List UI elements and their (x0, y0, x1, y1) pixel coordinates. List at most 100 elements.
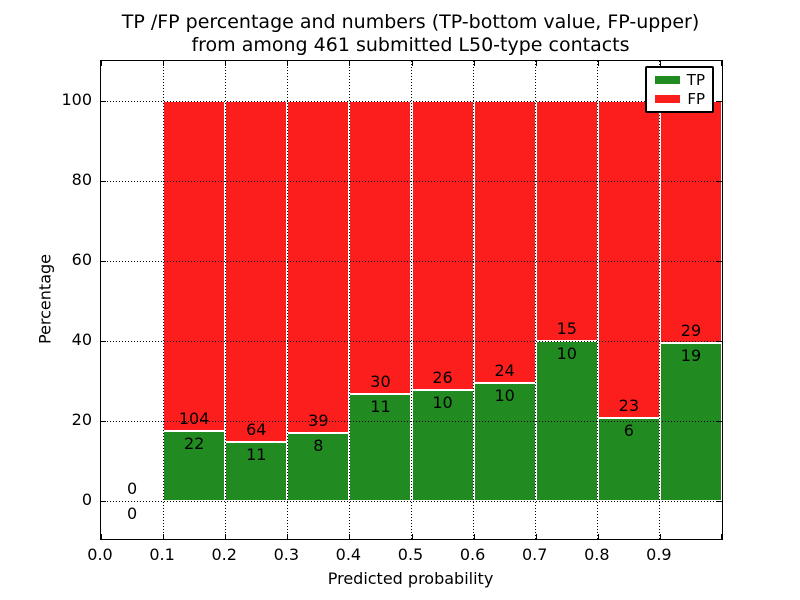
tp-count-label: 11 (370, 396, 391, 416)
grid-y-line (101, 261, 722, 262)
x-tick (659, 534, 661, 539)
bar-segment-tp (225, 442, 288, 501)
x-tick-label: 0.9 (646, 545, 672, 564)
x-tick-label: 0.5 (397, 545, 424, 564)
x-tick (163, 534, 165, 539)
grid-y-line (101, 181, 722, 182)
fp-count-label: 104 (178, 409, 210, 429)
tp-count-label: 8 (313, 435, 324, 455)
y-tick (717, 421, 722, 422)
chart-title-line2: from among 461 submitted L50-type contac… (191, 34, 630, 56)
fp-count-label: 24 (494, 361, 515, 381)
y-tick-label: 0 (81, 490, 92, 509)
tp-count-label: 10 (556, 344, 577, 363)
x-tick (721, 534, 722, 539)
bar-segment-fp (225, 101, 288, 443)
y-tick-label: 100 (61, 90, 92, 109)
bar-segment-fp (349, 101, 412, 394)
y-tick (101, 421, 106, 422)
x-tick (535, 61, 537, 66)
legend-entry-fp: FP (647, 91, 712, 107)
x-tick (287, 534, 289, 539)
x-tick (225, 534, 227, 539)
y-tick (717, 181, 722, 182)
fp-count-label: 39 (308, 410, 329, 430)
bar-segment-fp (597, 101, 660, 419)
tp-count-label: 22 (183, 434, 205, 454)
fp-count-label: 0 (126, 479, 138, 498)
bar-segment-tp (163, 431, 226, 501)
y-tick (101, 261, 106, 262)
grid-y-line (101, 341, 722, 342)
bar-segment-tp (473, 383, 536, 501)
bar-segment-tp (411, 389, 474, 501)
grid-x-line (659, 61, 661, 539)
y-tick-label: 60 (71, 250, 92, 269)
grid-x-line (348, 61, 350, 539)
grid-x-line (224, 61, 226, 539)
x-tick-label: 0.6 (459, 545, 486, 564)
grid-x-line (597, 61, 599, 539)
y-tick (101, 341, 106, 342)
tp-count-label: 0 (126, 504, 138, 523)
tp-count-label: 6 (623, 421, 634, 441)
bar-segment-fp (659, 101, 722, 343)
x-tick (535, 534, 537, 539)
x-axis-label: Predicted probability (327, 569, 494, 588)
bar-segment-tp (349, 393, 412, 501)
y-tick-label: 40 (71, 330, 92, 349)
bar-segment-fp (473, 101, 536, 384)
chart-title-line1: TP /FP percentage and numbers (TP-bottom… (121, 11, 700, 33)
grid-y-line (101, 101, 722, 102)
y-tick (717, 261, 722, 262)
fp-count-label: 29 (680, 320, 702, 340)
grid-y-line (101, 421, 722, 422)
x-tick (349, 61, 351, 66)
x-tick (659, 61, 661, 66)
grid-x-line (411, 61, 412, 539)
x-tick (349, 534, 351, 539)
y-tick (717, 501, 722, 502)
x-tick (101, 534, 102, 539)
y-tick (101, 501, 106, 502)
y-tick (717, 341, 722, 342)
fp-color-swatch (655, 95, 680, 104)
fp-count-label: 15 (556, 319, 577, 338)
bar-segment-fp (535, 101, 598, 341)
tp-count-label: 10 (494, 386, 515, 406)
x-tick-label: 0.4 (335, 545, 362, 564)
grid-y-line (101, 501, 722, 502)
legend: TP FP (645, 66, 714, 113)
x-tick (411, 534, 413, 539)
y-tick-label: 80 (71, 170, 92, 189)
x-tick (597, 61, 599, 66)
bar-segment-tp (287, 432, 350, 501)
x-tick (225, 61, 227, 66)
x-tick (411, 61, 413, 66)
x-tick-label: 0.1 (149, 545, 175, 564)
grid-x-line (535, 61, 537, 539)
legend-label-fp: FP (687, 90, 705, 109)
y-tick (101, 101, 106, 102)
x-tick (101, 61, 102, 66)
x-tick-label: 0.8 (584, 545, 610, 564)
fp-count-label: 64 (246, 420, 267, 440)
x-tick-label: 0.2 (211, 545, 237, 564)
x-tick-label: 0.7 (521, 545, 548, 564)
grid-x-line (286, 61, 288, 539)
x-tick (287, 61, 289, 66)
x-tick (163, 61, 165, 66)
x-tick (473, 61, 475, 66)
legend-entry-tp: TP (647, 72, 712, 88)
x-tick (597, 534, 599, 539)
legend-label-tp: TP (686, 70, 705, 89)
fp-count-label: 23 (618, 396, 640, 416)
fp-count-label: 26 (432, 367, 453, 387)
y-tick (717, 101, 722, 102)
bar-segment-fp (411, 101, 474, 390)
tp-count-label: 11 (246, 445, 267, 465)
bar-segment-fp (163, 101, 226, 432)
grid-x-line (473, 61, 475, 539)
bar-segment-fp (287, 101, 350, 433)
x-tick-label: 0.0 (87, 545, 113, 564)
